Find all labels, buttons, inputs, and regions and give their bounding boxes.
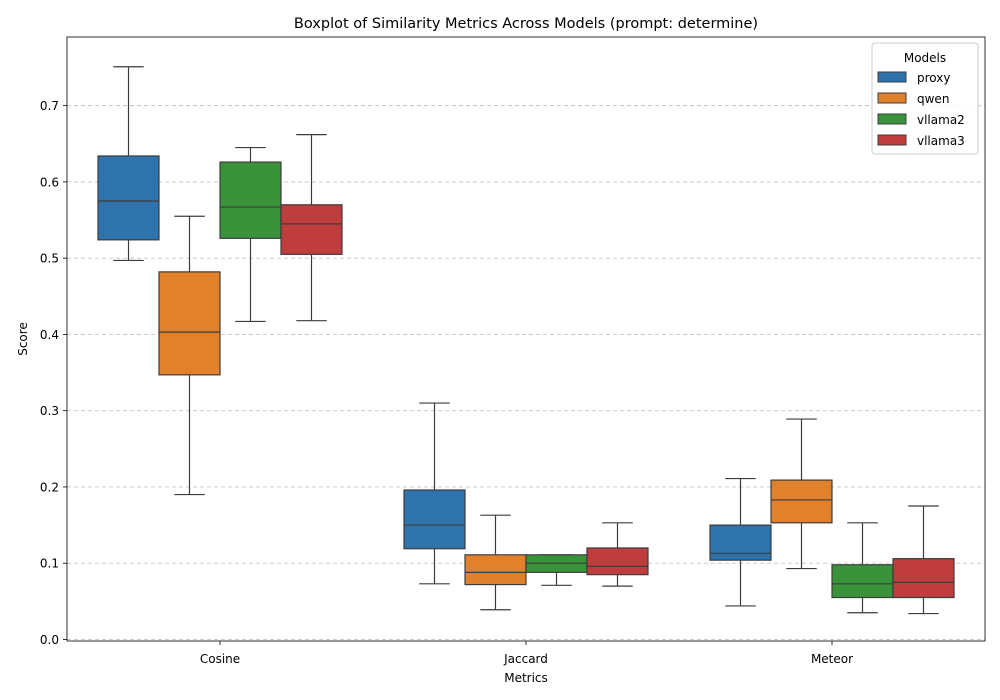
y-tick-label: 0.4 (40, 328, 59, 342)
y-axis-label: Score (16, 322, 30, 356)
box-body (280, 204, 343, 255)
box-qwen-jaccard (464, 514, 527, 611)
box-body (403, 489, 466, 550)
x-tick-label: Jaccard (503, 652, 548, 666)
legend-label-proxy: proxy (917, 71, 950, 85)
box-body (464, 554, 527, 586)
box-body (892, 558, 955, 599)
legend-label-vllama3: vllama3 (917, 134, 965, 148)
box-vllama3-cosine (280, 134, 343, 322)
y-tick-label: 0.2 (40, 480, 59, 494)
chart-title: Boxplot of Similarity Metrics Across Mod… (294, 16, 758, 32)
y-tick-label: 0.7 (40, 99, 59, 113)
y-tick-label: 0.5 (40, 252, 59, 266)
legend-swatch-vllama2 (877, 113, 907, 125)
legend-label-vllama2: vllama2 (917, 113, 965, 127)
box-vllama2-jaccard (525, 554, 588, 586)
box-qwen-meteor (770, 418, 833, 570)
box-vllama2-cosine (219, 146, 282, 323)
legend-swatch-qwen (877, 92, 907, 104)
box-body (831, 564, 894, 599)
legend: Models proxy qwen vllama2 vllama3 (871, 42, 979, 155)
y-tick-label: 0.6 (40, 175, 59, 189)
box-vllama3-meteor (892, 505, 955, 615)
legend-swatch-proxy (877, 71, 907, 83)
box-layer (97, 66, 955, 615)
x-tick-label: Cosine (200, 652, 240, 666)
box-vllama2-meteor (831, 522, 894, 614)
box-body (709, 524, 772, 561)
box-proxy-jaccard (403, 402, 466, 585)
legend-title: Models (904, 51, 946, 65)
axis-layer: 0.0 0.1 0.2 0.3 0.4 0.5 0.6 0.7 Cosine Jaccard Met… (40, 99, 853, 666)
x-axis-label: Metrics (504, 671, 548, 685)
box-proxy-cosine (97, 66, 160, 262)
box-body (770, 479, 833, 524)
box-body (586, 547, 649, 576)
y-tick-label: 0.0 (40, 633, 59, 647)
box-body (158, 271, 221, 376)
box-body (97, 155, 160, 241)
legend-label-qwen: qwen (917, 92, 949, 106)
box-body (219, 161, 282, 239)
legend-swatch-vllama3 (877, 134, 907, 146)
box-vllama3-jaccard (586, 522, 649, 587)
box-qwen-cosine (158, 215, 221, 496)
box-proxy-meteor (709, 477, 772, 607)
y-tick-label: 0.1 (40, 557, 59, 571)
y-tick-label: 0.3 (40, 404, 59, 418)
x-tick-label: Meteor (811, 652, 853, 666)
legend-frame (871, 42, 979, 155)
